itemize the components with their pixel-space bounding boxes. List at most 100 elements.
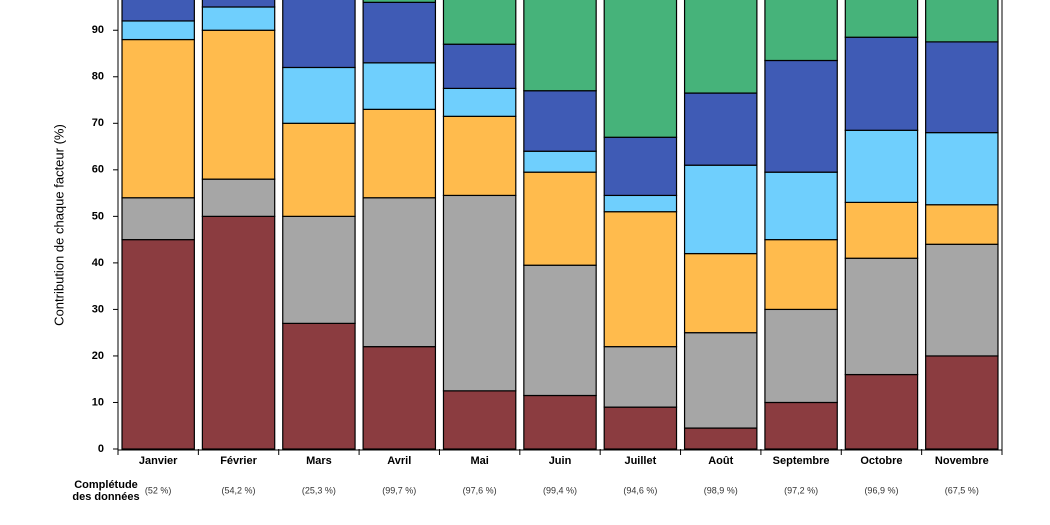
x-tick-label: Février (220, 455, 257, 467)
bar-segment (844, 36, 919, 131)
bar-segment (523, 90, 597, 152)
bar-segment (121, 20, 195, 41)
x-tick-label: Mai (470, 455, 488, 467)
bar-segment (925, 243, 999, 357)
y-tick-label: 30 (92, 303, 104, 315)
bar-segment (201, 178, 276, 217)
x-tick-label: Mars (306, 455, 332, 467)
bar-segment (764, 171, 838, 241)
bar-segment (121, 0, 195, 22)
bar-segment (683, 92, 758, 166)
plot (121, 0, 999, 450)
completeness-label: (54,2 %) (222, 485, 256, 495)
completeness-title: des données (72, 491, 139, 503)
x-tick-label: Octobre (860, 455, 902, 467)
bar-segment (523, 264, 597, 397)
bar-segment (362, 108, 437, 199)
y-tick-label: 80 (92, 71, 104, 83)
bar-segment (121, 38, 195, 199)
bar-segment (683, 0, 758, 94)
bar-segment (844, 0, 919, 38)
bar-segment (442, 87, 517, 117)
bar-segment (683, 332, 758, 429)
completeness-label: (97,2 %) (784, 485, 818, 495)
bar-segment (442, 0, 517, 45)
bar-segment (282, 0, 356, 69)
bar-segment (603, 194, 678, 213)
completeness-label: (98,9 %) (704, 485, 738, 495)
y-tick-label: 20 (92, 350, 104, 362)
x-tick-label: Avril (387, 455, 411, 467)
completeness-title: Complétude (74, 479, 138, 491)
bar-segment (201, 215, 276, 450)
bar-segment (683, 164, 758, 255)
y-tick-label: 60 (92, 164, 104, 176)
bar-segment (201, 0, 276, 8)
y-tick-label: 70 (92, 117, 104, 129)
bar-segment (201, 29, 276, 180)
bar-segment (603, 346, 678, 408)
completeness-label: (25,3 %) (302, 485, 336, 495)
completeness-label: (99,4 %) (543, 485, 577, 495)
bar-segment (442, 115, 517, 197)
completeness-label: (94,6 %) (623, 485, 657, 495)
bar-segment (362, 0, 437, 3)
bar-segment (362, 1, 437, 64)
completeness-label: (67,5 %) (945, 485, 979, 495)
bar-segment (764, 308, 838, 404)
completeness-label: (99,7 %) (382, 485, 416, 495)
y-tick-label: 10 (92, 396, 104, 408)
bar-segment (121, 197, 195, 241)
bar-segment (603, 136, 678, 197)
bar-segment (603, 406, 678, 450)
y-tick-label: 90 (92, 24, 104, 36)
x-tick-label: Novembre (935, 455, 989, 467)
bar-segment (362, 346, 437, 450)
bar-segment (523, 394, 597, 450)
bar-segment (603, 0, 678, 138)
bar-segment (442, 194, 517, 392)
bar-segment (442, 43, 517, 90)
x-tick-label: Septembre (773, 455, 830, 467)
bar-segment (523, 150, 597, 173)
bar-segment (925, 41, 999, 134)
bar-segment (925, 204, 999, 245)
bar-segment (282, 66, 356, 124)
y-tick-label: 50 (92, 210, 104, 222)
bar-segment (764, 0, 838, 62)
completeness-label: (52 %) (145, 485, 172, 495)
x-tick-label: Juin (549, 455, 572, 467)
bar-segment (683, 427, 758, 450)
bar-segment (121, 239, 195, 450)
bar-segment (844, 257, 919, 376)
bar-segment (201, 6, 276, 31)
y-tick-label: 0 (98, 443, 104, 455)
bar-segment (523, 0, 597, 92)
y-axis-label: Contribution de chaque facteur (%) (51, 124, 66, 326)
completeness-label: (97,6 %) (463, 485, 497, 495)
bar-segment (362, 62, 437, 110)
x-tick-label: Août (708, 455, 733, 467)
bar-segment (764, 59, 838, 173)
y-tick-label: 40 (92, 257, 104, 269)
bar-segment (844, 373, 919, 450)
x-tick-label: Juillet (624, 455, 656, 467)
bar-segment (844, 129, 919, 203)
x-tick-label: Janvier (139, 455, 178, 467)
bar-segment (603, 211, 678, 348)
bar-segment (844, 201, 919, 259)
bar-segment (282, 322, 356, 450)
bar-segment (764, 239, 838, 311)
bar-segment (362, 197, 437, 348)
bar-segment (925, 132, 999, 206)
bar-segment (282, 215, 356, 324)
bar-segment (925, 355, 999, 450)
completeness-label: (96,9 %) (864, 485, 898, 495)
bar-segment (442, 390, 517, 450)
bar-segment (764, 401, 838, 450)
bar-segment (282, 122, 356, 217)
bar-segment (925, 0, 999, 43)
bar-segment (683, 252, 758, 334)
bar-segment (523, 171, 597, 266)
